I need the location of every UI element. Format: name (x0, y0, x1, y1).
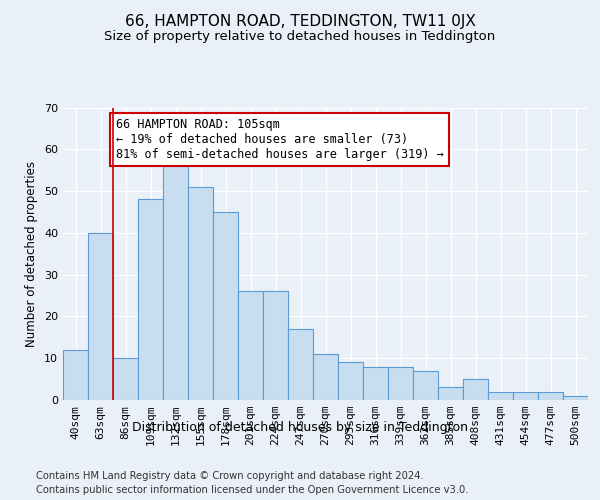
Bar (288, 329, 313, 400)
Bar (413, 371, 438, 400)
Bar (138, 200, 163, 400)
Bar (363, 366, 388, 400)
Bar (388, 366, 413, 400)
Bar (338, 362, 363, 400)
Bar (213, 212, 238, 400)
Bar (513, 392, 538, 400)
Bar (238, 292, 263, 400)
Text: 66 HAMPTON ROAD: 105sqm
← 19% of detached houses are smaller (73)
81% of semi-de: 66 HAMPTON ROAD: 105sqm ← 19% of detache… (115, 118, 443, 161)
Bar (163, 166, 188, 400)
Bar (538, 392, 563, 400)
Text: 66, HAMPTON ROAD, TEDDINGTON, TW11 0JX: 66, HAMPTON ROAD, TEDDINGTON, TW11 0JX (125, 14, 475, 29)
Text: Contains HM Land Registry data © Crown copyright and database right 2024.: Contains HM Land Registry data © Crown c… (36, 471, 424, 481)
Bar (63, 350, 88, 400)
Bar (88, 233, 113, 400)
Bar (438, 388, 463, 400)
Text: Contains public sector information licensed under the Open Government Licence v3: Contains public sector information licen… (36, 485, 469, 495)
Bar (263, 292, 288, 400)
Bar (463, 379, 488, 400)
Bar (313, 354, 338, 400)
Text: Distribution of detached houses by size in Teddington: Distribution of detached houses by size … (132, 421, 468, 434)
Bar (188, 187, 213, 400)
Y-axis label: Number of detached properties: Number of detached properties (25, 161, 38, 347)
Bar (113, 358, 138, 400)
Bar (563, 396, 588, 400)
Bar (488, 392, 513, 400)
Text: Size of property relative to detached houses in Teddington: Size of property relative to detached ho… (104, 30, 496, 43)
